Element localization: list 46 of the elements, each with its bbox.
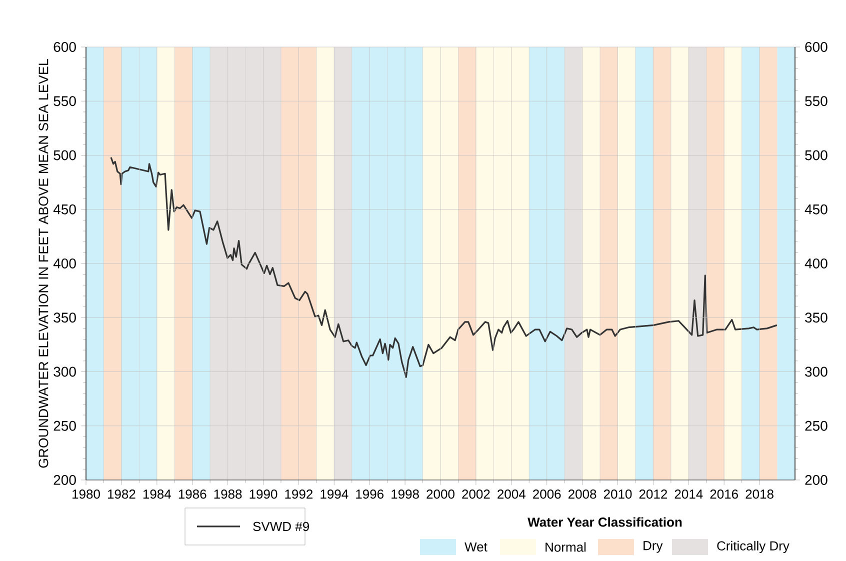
x-tick-label: 2010 bbox=[604, 490, 632, 499]
y-tick-label: 300 bbox=[54, 366, 76, 377]
y-tick-label: 200 bbox=[54, 475, 76, 485]
y2-tick-label: 250 bbox=[805, 420, 828, 431]
y-tick-label: 500 bbox=[54, 150, 76, 160]
y2-tick-label: 450 bbox=[804, 204, 828, 214]
x-tick-label: 2006 bbox=[533, 490, 561, 499]
x-tick-label: 1986 bbox=[178, 490, 206, 499]
x-tick-label: 2000 bbox=[426, 490, 454, 499]
x-tick-label: 1980 bbox=[72, 490, 100, 499]
y2-tick-label: 400 bbox=[804, 258, 828, 268]
x-tick-label: 2008 bbox=[568, 490, 596, 499]
y-axis-title: GROUNDWATER ELEVATION IN FEET ABOVE MEAN SEA LEVEL bbox=[38, 59, 48, 468]
x-tick-label: 1998 bbox=[392, 490, 419, 499]
y-tick-label: 250 bbox=[54, 420, 76, 431]
x-tick-label: 1988 bbox=[214, 490, 242, 499]
y2-tick-label: 550 bbox=[805, 96, 828, 106]
y2-tick-label: 300 bbox=[805, 366, 828, 377]
x-tick-label: 2014 bbox=[674, 490, 703, 499]
y-tick-label: 550 bbox=[54, 96, 76, 106]
x-tick-label: 1992 bbox=[285, 490, 312, 499]
legend-label: Dry bbox=[644, 541, 663, 553]
x-tick-label: 1994 bbox=[320, 490, 348, 499]
y2-tick-label: 600 bbox=[805, 42, 828, 52]
x-tick-label: 2018 bbox=[746, 490, 774, 499]
x-tick-label: 1996 bbox=[356, 490, 384, 499]
y-tick-label: 600 bbox=[54, 42, 76, 52]
line-series bbox=[110, 156, 778, 378]
x-tick-label: 1990 bbox=[250, 490, 278, 499]
x-tick-label: 2012 bbox=[639, 490, 667, 499]
x-tick-label: 1982 bbox=[108, 490, 136, 499]
legend-title: Water Year Classification bbox=[528, 517, 682, 527]
x-tick-label: 2004 bbox=[498, 490, 526, 499]
legend-label: Wet bbox=[464, 542, 488, 552]
y-tick-label: 450 bbox=[53, 204, 76, 214]
y2-tick-label: 350 bbox=[805, 312, 828, 323]
x-tick-label: 2002 bbox=[462, 490, 490, 499]
legend-label: Normal bbox=[546, 542, 586, 552]
legend-label: Critically Dry bbox=[717, 540, 790, 554]
y-tick-label: 400 bbox=[53, 258, 76, 268]
y2-tick-label: 500 bbox=[805, 150, 828, 160]
y-tick-label: 350 bbox=[54, 312, 76, 323]
x-tick-label: 1984 bbox=[143, 490, 171, 499]
legend-label: SVWD #9 bbox=[253, 522, 309, 532]
x-tick-label: 2016 bbox=[710, 490, 738, 499]
y2-tick-label: 200 bbox=[805, 475, 828, 485]
